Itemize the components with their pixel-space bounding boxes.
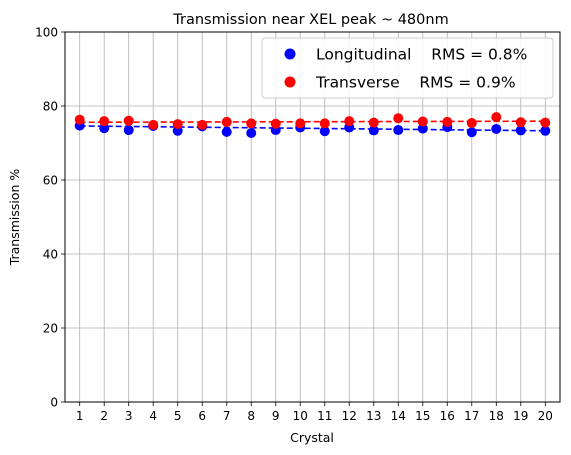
x-tick-label: 14: [391, 409, 406, 423]
data-point: [417, 123, 428, 134]
x-tick-label: 16: [440, 409, 455, 423]
x-tick-label: 18: [489, 409, 504, 423]
data-point: [99, 123, 110, 134]
x-tick-label: 2: [100, 409, 108, 423]
y-tick-label: 80: [43, 100, 58, 114]
x-tick-label: 9: [272, 409, 280, 423]
x-tick-label: 1: [76, 409, 84, 423]
data-point: [123, 125, 134, 136]
data-point: [491, 123, 502, 134]
data-point: [368, 117, 379, 128]
y-tick-label: 100: [35, 26, 58, 40]
x-tick-label: 6: [198, 409, 206, 423]
data-point: [393, 113, 404, 124]
data-point: [466, 127, 477, 138]
data-point: [172, 119, 183, 130]
data-point: [246, 118, 257, 129]
data-point: [123, 115, 134, 126]
data-points: [74, 112, 551, 139]
x-tick-label: 13: [366, 409, 381, 423]
x-tick-label: 17: [464, 409, 479, 423]
legend-label-longitudinal: Longitudinal RMS = 0.8%: [316, 46, 527, 64]
data-point: [540, 125, 551, 136]
data-point: [221, 116, 232, 127]
data-point: [221, 126, 232, 137]
data-point: [99, 116, 110, 127]
y-tick-label: 60: [43, 174, 58, 188]
data-point: [197, 119, 208, 130]
legend-marker-longitudinal: [284, 48, 296, 60]
x-tick-label: 20: [538, 409, 553, 423]
data-point: [515, 117, 526, 128]
data-point: [344, 116, 355, 127]
data-point: [319, 126, 330, 137]
data-point: [442, 116, 453, 127]
y-tick-label: 20: [43, 322, 58, 336]
y-tick-label: 0: [50, 396, 58, 410]
data-point: [246, 128, 257, 139]
plot-frame: [64, 31, 561, 403]
y-axis-ticks: 0 20 40 60 80 100: [35, 26, 65, 410]
x-tick-label: 11: [317, 409, 332, 423]
legend: Longitudinal RMS = 0.8% Transverse RMS =…: [261, 37, 554, 99]
legend-label-transverse: Transverse RMS = 0.9%: [315, 74, 516, 92]
legend-marker-transverse: [284, 76, 296, 88]
data-point: [368, 125, 379, 136]
data-point: [295, 118, 306, 129]
x-tick-label: 4: [149, 409, 157, 423]
legend-box: [261, 37, 554, 99]
x-axis-ticks: 1 2 3 4 5 6 7 8 9 10 11 12 13 14 15 16 17 18 19 20: [76, 402, 553, 423]
y-axis-label: Transmission %: [7, 169, 22, 267]
x-axis-label: Crystal: [290, 430, 334, 445]
data-point: [466, 118, 477, 129]
data-point: [74, 114, 85, 125]
x-tick-label: 10: [293, 409, 308, 423]
data-point: [491, 112, 502, 123]
x-tick-label: 7: [223, 409, 231, 423]
data-point: [540, 117, 551, 128]
data-point: [270, 118, 281, 129]
chart-title: Transmission near XEL peak ~ 480nm: [172, 12, 448, 28]
data-point: [515, 125, 526, 136]
data-point: [393, 125, 404, 136]
x-tick-label: 15: [415, 409, 430, 423]
x-tick-label: 19: [513, 409, 528, 423]
x-tick-label: 8: [247, 409, 255, 423]
x-tick-label: 5: [174, 409, 182, 423]
x-tick-label: 12: [342, 409, 357, 423]
data-point: [319, 118, 330, 129]
data-point: [148, 119, 159, 130]
x-tick-label: 3: [125, 409, 133, 423]
data-point: [417, 116, 428, 127]
y-tick-label: 40: [43, 248, 58, 262]
